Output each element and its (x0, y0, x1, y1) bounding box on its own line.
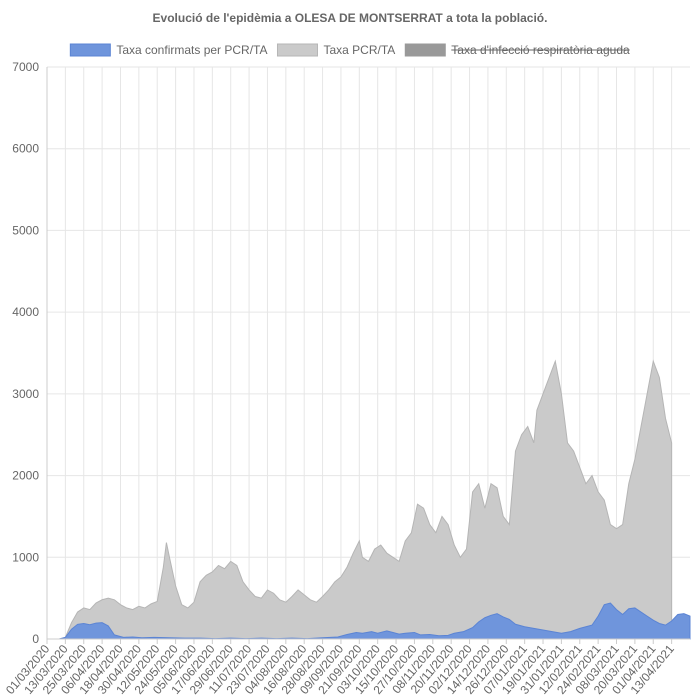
legend-item-2[interactable]: Taxa d'infecció respiratòria aguda (404, 43, 630, 57)
legend-swatch (276, 43, 318, 57)
y-tick-label: 0 (32, 632, 39, 646)
y-tick-label: 7000 (12, 60, 39, 74)
legend-item-1[interactable]: Taxa PCR/TA (276, 43, 395, 57)
chart-title: Evolució de l'epidèmia a OLESA DE MONTSE… (153, 11, 548, 25)
series-layer (47, 359, 691, 640)
y-tick-label: 2000 (12, 469, 39, 483)
y-tick-label: 6000 (12, 142, 39, 156)
legend-swatch (404, 43, 446, 57)
legend-swatch (69, 43, 111, 57)
legend-label: Taxa confirmats per PCR/TA (116, 43, 267, 57)
y-axis: 0 1000 2000 3000 4000 5000 6000 7000 (12, 60, 48, 646)
y-tick-label: 3000 (12, 387, 39, 401)
x-axis: 01/03/202013/03/202025/03/202006/04/2020… (3, 638, 690, 697)
legend-label: Taxa PCR/TA (323, 43, 395, 57)
series-area-1 (47, 359, 673, 640)
y-tick-label: 1000 (12, 550, 39, 564)
legend-item-0[interactable]: Taxa confirmats per PCR/TA (69, 43, 267, 57)
y-tick-label: 5000 (12, 223, 39, 237)
legend[interactable]: Taxa confirmats per PCR/TA Taxa PCR/TA Tax… (69, 43, 630, 57)
y-tick-label: 4000 (12, 305, 39, 319)
series-area-0 (47, 602, 691, 640)
